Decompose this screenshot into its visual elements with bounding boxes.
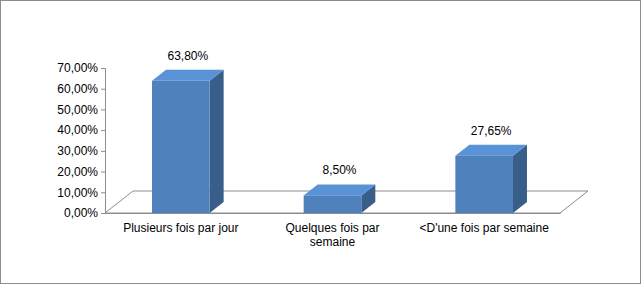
bar-side [513, 145, 527, 213]
bar-top [455, 145, 527, 156]
bar-3d [455, 145, 527, 213]
x-tick-label: Plusieurs fois par jour [123, 221, 238, 235]
bar-3d [152, 70, 224, 213]
y-tick-label: 10,00% [57, 186, 98, 200]
y-tick-mark [101, 109, 105, 110]
y-tick-mark [101, 151, 105, 152]
x-axis-line [106, 213, 561, 214]
y-tick-label: 70,00% [57, 61, 98, 75]
y-tick-label: 30,00% [57, 144, 98, 158]
y-tick-mark [101, 213, 105, 214]
bar-top [304, 184, 376, 195]
x-tick-label: Quelques fois parsemaine [285, 221, 379, 249]
bar-top [152, 70, 224, 81]
y-tick-label: 0,00% [64, 206, 98, 220]
y-tick-mark [101, 89, 105, 90]
y-tick-label: 20,00% [57, 165, 98, 179]
bar [304, 195, 362, 213]
y-tick-mark [101, 172, 105, 173]
data-labels: 63,80% 8,50% 27,65% [167, 49, 511, 178]
y-tick: 40,00% [57, 123, 105, 137]
x-tick: <D'une fois par semaine [419, 213, 549, 235]
bar-side [210, 70, 224, 213]
data-label: 63,80% [167, 49, 208, 63]
y-tick: 60,00% [57, 82, 105, 96]
data-label: 8,50% [322, 163, 356, 177]
bar [455, 156, 513, 213]
y-tick-label: 40,00% [57, 123, 98, 137]
bar [152, 81, 210, 213]
y-tick-mark [101, 130, 105, 131]
y-tick: 50,00% [57, 103, 105, 117]
x-tick: Quelques fois parsemaine [285, 213, 379, 249]
y-tick-label: 60,00% [57, 82, 98, 96]
y-axis-line [101, 69, 106, 214]
y-tick: 30,00% [57, 144, 105, 158]
y-tick: 0,00% [64, 206, 105, 220]
x-axis: Plusieurs fois par jour Quelques fois par… [106, 213, 561, 249]
y-tick: 10,00% [57, 186, 105, 200]
y-tick-label: 50,00% [57, 103, 98, 117]
y-axis: 0,00% 10,00% 20,00% 30,00% 40,00% 50,00% 60,00… [57, 61, 105, 220]
chart: 63,80% 8,50% 27,65% 0,00% 10,00% 20,00% 30,00%… [0, 0, 641, 284]
y-tick-mark [101, 68, 105, 69]
chart-frame [1, 1, 641, 284]
bars [152, 70, 527, 213]
y-tick: 70,00% [57, 61, 105, 75]
y-tick: 20,00% [57, 165, 105, 179]
y-tick-mark [101, 192, 105, 193]
bar-3d [304, 184, 376, 213]
data-label: 27,65% [471, 124, 512, 138]
x-tick-label: <D'une fois par semaine [419, 221, 549, 235]
x-tick: Plusieurs fois par jour [123, 213, 238, 235]
